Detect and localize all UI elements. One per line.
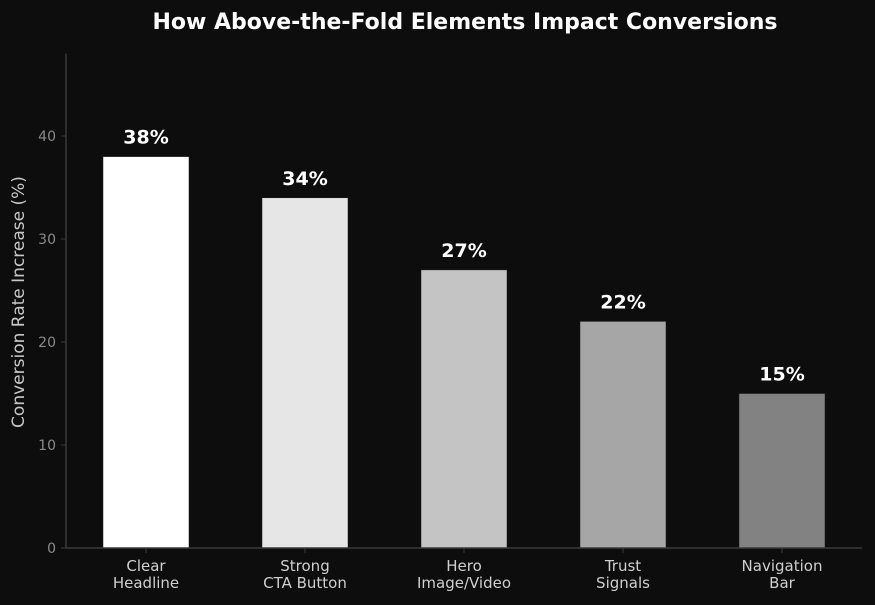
x-tick-line-1-1: CTA Button: [263, 574, 347, 592]
y-tick-label-0: 0: [47, 541, 56, 557]
y-tick-label-3: 30: [38, 232, 56, 248]
x-tick-label-3: Trust Signals: [596, 557, 650, 592]
bar-3: [579, 321, 667, 549]
x-tick-line-4-0: Navigation: [742, 557, 823, 575]
x-tick-line-0-0: Clear: [126, 557, 166, 575]
value-label-2: 27%: [441, 240, 486, 262]
y-tick-label-1: 10: [38, 438, 56, 454]
x-tick-line-1-0: Strong: [280, 557, 329, 575]
x-tick-label-0: Clear Headline: [113, 557, 179, 592]
value-label-4: 15%: [759, 364, 804, 386]
plot-area: 38% Clear Headline 34% Strong CTA Button 27% He…: [38, 53, 862, 592]
chart-title: How Above-the-Fold Elements Impact Conve…: [153, 10, 778, 35]
x-tick-line-0-1: Headline: [113, 574, 179, 592]
bar-1: [261, 197, 349, 549]
bar-2: [420, 269, 508, 549]
bar-0: [102, 156, 190, 549]
value-label-1: 34%: [282, 168, 327, 190]
x-tick-label-1: Strong CTA Button: [263, 557, 347, 592]
y-tick-label-2: 20: [38, 335, 56, 351]
x-tick-line-3-1: Signals: [596, 574, 650, 592]
bar-4: [738, 393, 826, 549]
value-label-0: 38%: [123, 127, 168, 149]
value-label-3: 22%: [600, 291, 645, 313]
x-tick-label-2: Hero Image/Video: [417, 557, 511, 592]
x-tick-line-3-0: Trust: [604, 557, 641, 575]
y-axis-label: Conversion Rate Increase (%): [9, 176, 29, 428]
x-tick-line-2-1: Image/Video: [417, 574, 511, 592]
x-tick-line-4-1: Bar: [769, 574, 795, 592]
x-tick-label-4: Navigation Bar: [742, 557, 823, 592]
y-tick-label-4: 40: [38, 129, 56, 145]
x-tick-line-2-0: Hero: [446, 557, 482, 575]
